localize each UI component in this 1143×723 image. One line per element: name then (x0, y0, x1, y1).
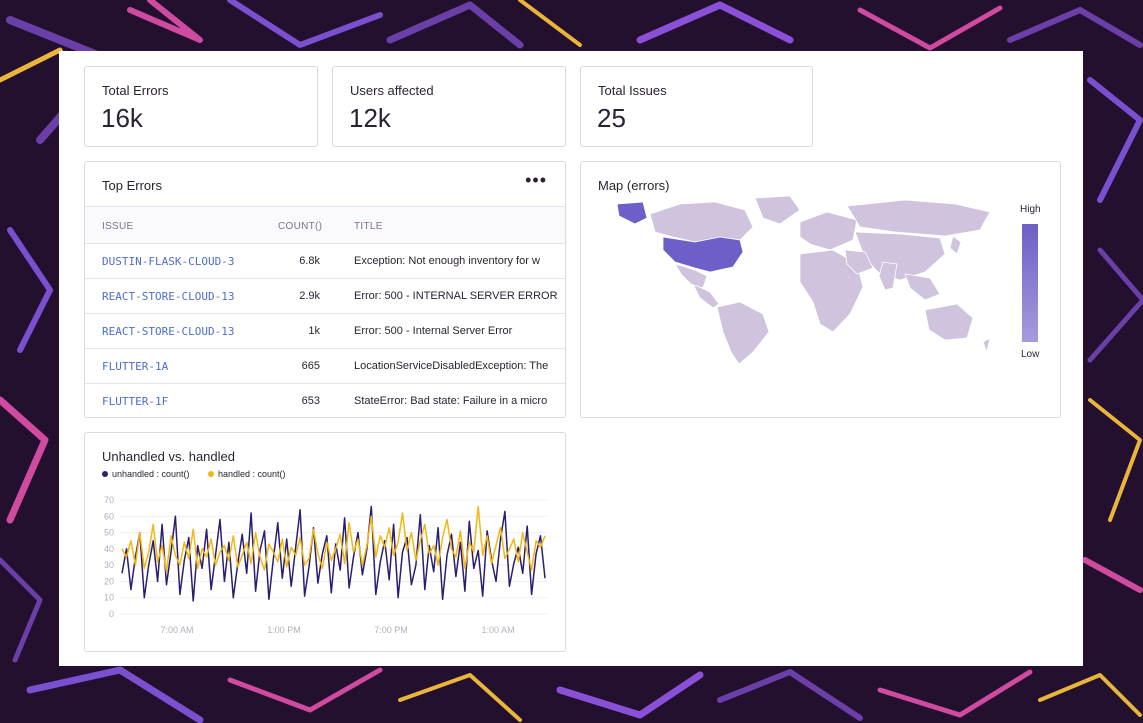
count-value: 1k (308, 325, 320, 337)
stat-value: 16k (101, 103, 143, 133)
world-map[interactable] (595, 192, 995, 367)
issue-link[interactable]: DUSTIN-FLASK-CLOUD-3 (102, 255, 235, 268)
table-row[interactable]: FLUTTER-1A 665 LocationServiceDisabledEx… (85, 349, 565, 384)
y-tick-label: 10 (104, 593, 114, 603)
table-row[interactable]: REACT-STORE-CLOUD-13 2.9k Error: 500 - I… (85, 279, 565, 314)
x-tick-label: 1:00 PM (267, 625, 301, 635)
table-row[interactable]: DUSTIN-FLASK-CLOUD-3 6.8k Exception: Not… (85, 244, 565, 279)
series-line-unhandled (121, 505, 546, 602)
stat-card-total-issues: Total Issues 25 (580, 66, 813, 147)
issue-link[interactable]: REACT-STORE-CLOUD-13 (102, 325, 235, 338)
chart-title: Unhandled vs. handled (102, 449, 235, 464)
table-body: DUSTIN-FLASK-CLOUD-3 6.8k Exception: Not… (85, 244, 565, 417)
dashboard-panel: Total Errors 16k Users affected 12k Tota… (59, 51, 1083, 666)
column-header-issue[interactable]: ISSUE (102, 221, 134, 232)
y-tick-label: 40 (104, 544, 114, 554)
stat-label: Total Errors (102, 83, 169, 98)
legend-dot-unhandled (102, 471, 108, 477)
card-title: Top Errors (102, 178, 162, 193)
column-header-count[interactable]: COUNT() (278, 221, 323, 232)
x-tick-label: 7:00 PM (374, 625, 408, 635)
table-header: ISSUE COUNT() TITLE (85, 206, 565, 244)
stat-label: Total Issues (598, 83, 667, 98)
error-title: Error: 500 - INTERNAL SERVER ERROR (354, 290, 558, 302)
line-chart[interactable]: 70 60 50 40 30 20 10 0 7:00 AM 1:00 PM 7:00 PM 1:00… (85, 485, 555, 650)
error-title: StateError: Bad state: Failure in a micr… (354, 395, 548, 407)
top-errors-card: Top Errors ••• ISSUE COUNT() TITLE DUSTI… (84, 161, 566, 418)
table-row[interactable]: FLUTTER-1F 653 StateError: Bad state: Fa… (85, 384, 565, 417)
map-legend-high-label: High (1020, 204, 1041, 215)
series-line-handled (121, 505, 546, 573)
legend-label-unhandled: unhandled : count() (112, 469, 190, 479)
stat-label: Users affected (350, 83, 434, 98)
y-tick-label: 20 (104, 576, 114, 586)
count-value: 653 (301, 395, 320, 407)
count-value: 2.9k (299, 290, 320, 302)
issue-link[interactable]: REACT-STORE-CLOUD-13 (102, 290, 235, 303)
y-tick-label: 70 (104, 495, 114, 505)
stat-value: 12k (349, 103, 391, 133)
table-row[interactable]: REACT-STORE-CLOUD-13 1k Error: 500 - Int… (85, 314, 565, 349)
stat-card-users-affected: Users affected 12k (332, 66, 566, 147)
stat-value: 25 (597, 103, 626, 133)
error-title: Error: 500 - Internal Server Error (354, 325, 513, 337)
map-legend-low-label: Low (1021, 349, 1040, 360)
issue-link[interactable]: FLUTTER-1A (102, 360, 169, 373)
more-horizontal-icon[interactable]: ••• (525, 170, 547, 190)
y-tick-label: 60 (104, 511, 114, 521)
legend-label-handled: handled : count() (218, 469, 286, 479)
column-header-title[interactable]: TITLE (354, 221, 383, 232)
legend-dot-handled (208, 471, 214, 477)
error-title: Exception: Not enough inventory for w (354, 255, 540, 267)
count-value: 6.8k (299, 255, 320, 267)
map-region-usa[interactable] (662, 236, 744, 273)
map-region-alaska[interactable] (616, 201, 648, 225)
legend-item-handled[interactable]: handled : count() (208, 469, 286, 479)
unhandled-handled-chart-card: Unhandled vs. handled unhandled : count(… (84, 432, 566, 652)
stat-card-total-errors: Total Errors 16k (84, 66, 318, 147)
map-legend-gradient (1022, 224, 1038, 342)
x-tick-label: 1:00 AM (481, 625, 514, 635)
map-card: Map (errors) (580, 161, 1061, 418)
issue-link[interactable]: FLUTTER-1F (102, 395, 169, 408)
y-tick-label: 50 (104, 528, 114, 538)
y-tick-label: 30 (104, 560, 114, 570)
legend-item-unhandled[interactable]: unhandled : count() (102, 469, 190, 479)
card-title: Map (errors) (598, 178, 670, 193)
error-title: LocationServiceDisabledException: The (354, 360, 549, 372)
x-tick-label: 7:00 AM (160, 625, 193, 635)
y-tick-label: 0 (109, 609, 114, 619)
count-value: 665 (301, 360, 320, 372)
